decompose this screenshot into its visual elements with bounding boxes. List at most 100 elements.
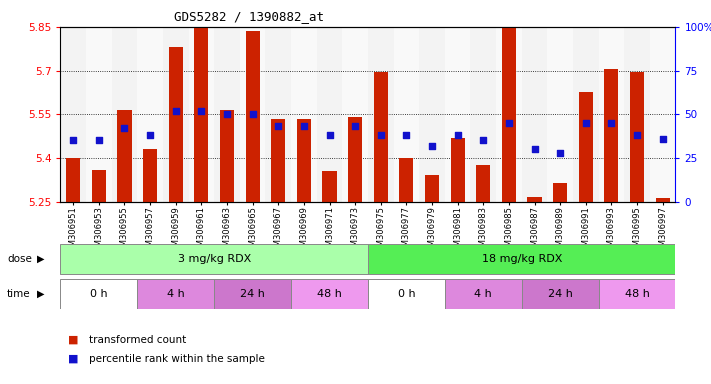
Bar — [214, 27, 240, 202]
Text: transformed count: transformed count — [89, 335, 186, 345]
Point — [452, 132, 464, 138]
Point — [503, 120, 515, 126]
Text: 4 h: 4 h — [474, 289, 492, 299]
Text: 4 h: 4 h — [167, 289, 185, 299]
Text: time: time — [7, 289, 31, 299]
Bar — [60, 27, 86, 202]
Bar — [323, 171, 336, 202]
Point — [606, 120, 617, 126]
Bar — [220, 110, 234, 202]
Bar — [92, 170, 106, 202]
Bar — [522, 27, 547, 202]
Bar — [245, 31, 260, 202]
Bar — [476, 165, 491, 202]
Bar — [316, 27, 342, 202]
Text: percentile rank within the sample: percentile rank within the sample — [89, 354, 264, 364]
Point — [555, 150, 566, 156]
Point — [478, 137, 489, 144]
Point — [221, 111, 232, 117]
Bar — [112, 27, 137, 202]
Text: ▶: ▶ — [37, 289, 45, 299]
Bar — [547, 27, 573, 202]
Bar — [143, 149, 157, 202]
Bar — [400, 158, 413, 202]
Text: 24 h: 24 h — [240, 289, 265, 299]
Text: ■: ■ — [68, 354, 78, 364]
Point — [68, 137, 79, 144]
Text: dose: dose — [7, 254, 32, 264]
Bar — [291, 279, 368, 308]
Point — [272, 123, 284, 129]
Point — [298, 123, 309, 129]
Point — [529, 146, 540, 152]
Point — [427, 142, 438, 149]
Bar — [451, 137, 465, 202]
Text: 48 h: 48 h — [624, 289, 649, 299]
Bar — [368, 279, 445, 308]
Bar — [573, 27, 599, 202]
Text: 3 mg/kg RDX: 3 mg/kg RDX — [178, 254, 251, 264]
Bar — [194, 27, 208, 202]
Point — [196, 108, 207, 114]
Text: GDS5282 / 1390882_at: GDS5282 / 1390882_at — [174, 10, 324, 23]
Bar — [296, 119, 311, 202]
Bar — [163, 27, 188, 202]
Bar — [291, 27, 316, 202]
Bar — [553, 183, 567, 202]
Bar — [137, 279, 214, 308]
Bar — [368, 27, 394, 202]
Text: 0 h: 0 h — [90, 289, 107, 299]
Bar — [374, 72, 387, 202]
Bar — [502, 28, 516, 202]
Bar — [496, 27, 522, 202]
Point — [375, 132, 387, 138]
Text: ▶: ▶ — [37, 254, 45, 264]
Bar — [599, 279, 675, 308]
Bar — [265, 27, 291, 202]
Bar — [137, 27, 163, 202]
Bar — [604, 69, 619, 202]
Bar — [271, 119, 285, 202]
Bar — [599, 27, 624, 202]
Point — [631, 132, 643, 138]
Bar — [445, 279, 522, 308]
Bar — [240, 27, 265, 202]
Bar — [650, 27, 675, 202]
Bar — [117, 110, 132, 202]
Bar — [60, 245, 368, 274]
Point — [119, 125, 130, 131]
Text: 0 h: 0 h — [397, 289, 415, 299]
Bar — [425, 175, 439, 202]
Point — [580, 120, 592, 126]
Point — [349, 123, 360, 129]
Bar — [214, 279, 291, 308]
Bar — [60, 279, 137, 308]
Bar — [630, 72, 644, 202]
Bar — [368, 245, 675, 274]
Bar — [86, 27, 112, 202]
Bar — [624, 27, 650, 202]
Point — [93, 137, 105, 144]
Text: ■: ■ — [68, 335, 78, 345]
Bar — [656, 198, 670, 202]
Bar — [445, 27, 471, 202]
Bar — [188, 27, 214, 202]
Point — [324, 132, 335, 138]
Text: 18 mg/kg RDX: 18 mg/kg RDX — [481, 254, 562, 264]
Text: 24 h: 24 h — [547, 289, 572, 299]
Bar — [66, 158, 80, 202]
Bar — [169, 47, 183, 202]
Bar — [528, 197, 542, 202]
Point — [657, 136, 668, 142]
Bar — [579, 93, 593, 202]
Text: 48 h: 48 h — [317, 289, 342, 299]
Point — [170, 108, 181, 114]
Bar — [342, 27, 368, 202]
Bar — [394, 27, 419, 202]
Bar — [471, 27, 496, 202]
Point — [247, 111, 258, 117]
Bar — [522, 279, 599, 308]
Point — [144, 132, 156, 138]
Point — [401, 132, 412, 138]
Bar — [348, 117, 362, 202]
